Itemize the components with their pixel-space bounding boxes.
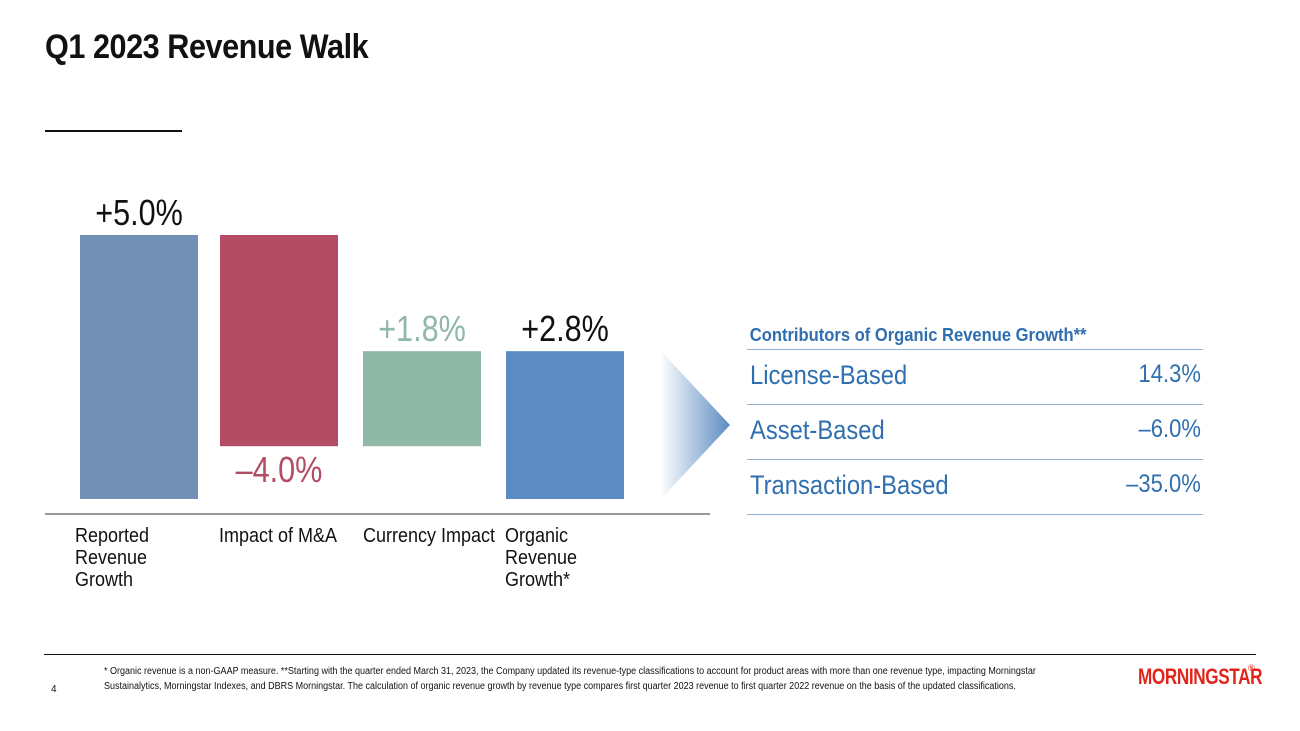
title-underline	[45, 130, 182, 132]
row-value: –6.0%	[1138, 415, 1201, 443]
data-label: –4.0%	[236, 451, 323, 491]
data-label: +2.8%	[521, 310, 609, 350]
category-label-organic: Organic Revenue Growth*	[505, 525, 578, 591]
chevron-right-arrow-icon	[660, 350, 730, 500]
panel-title: Contributors of Organic Revenue Growth**	[749, 325, 1087, 345]
bar-reported-growth	[80, 235, 198, 499]
category-label-currency: Currency Impact	[363, 525, 496, 547]
organic-contributors-table: Contributors of Organic Revenue Growth**…	[747, 322, 1203, 515]
bar-organic-growth	[506, 351, 624, 499]
bar-currency-impact	[363, 351, 481, 447]
data-label: +5.0%	[95, 194, 183, 234]
row-value: 14.3%	[1138, 360, 1201, 388]
page-number: 4	[51, 684, 57, 695]
row-label: Asset-Based	[750, 415, 885, 445]
footnote-text: * Organic revenue is a non-GAAP measure.…	[104, 666, 1036, 692]
category-label-mna: Impact of M&A	[219, 525, 338, 547]
row-value: –35.0%	[1126, 470, 1201, 498]
category-label-reported: Reported Revenue Growth	[75, 525, 150, 591]
row-label: Transaction-Based	[750, 470, 949, 500]
table-row: Transaction-Based –35.0%	[747, 459, 1203, 515]
table-row: License-Based 14.3%	[747, 349, 1203, 404]
revenue-walk-chart: +5.0% –4.0% +1.8% +2.8%	[45, 194, 730, 515]
data-label: +1.8%	[378, 310, 466, 350]
table-row: Asset-Based –6.0%	[747, 404, 1203, 459]
registered-mark: ®	[1248, 663, 1255, 673]
morningstar-logo: MORNINGSTAR	[1138, 664, 1263, 689]
bar-impact-mna	[220, 235, 338, 447]
row-label: License-Based	[750, 360, 908, 390]
page-title: Q1 2023 Revenue Walk	[45, 28, 369, 66]
footer-divider	[44, 654, 1256, 655]
